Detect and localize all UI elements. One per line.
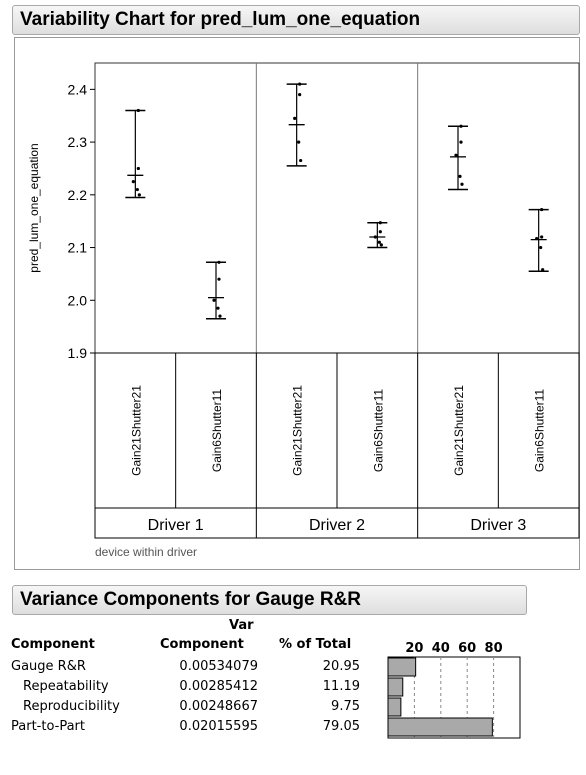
y-tick-label: 2.1 [68, 240, 88, 256]
device-label: Gain6Shutter11 [533, 389, 547, 472]
data-point [535, 236, 539, 241]
row-pct-value: 11.19 [322, 679, 360, 694]
device-label: Gain6Shutter11 [210, 389, 224, 472]
device-label: Gain21Shutter21 [452, 385, 466, 476]
data-point [378, 221, 382, 225]
device-label: Gain21Shutter21 [291, 385, 305, 476]
data-point [137, 193, 141, 197]
bar-axis-tick-label: 80 [485, 641, 503, 656]
data-point [216, 306, 220, 310]
group-label: Driver 2 [309, 517, 365, 534]
data-point [217, 277, 221, 281]
y-tick-label: 1.9 [68, 345, 88, 361]
group-label: Driver 1 [148, 517, 204, 534]
col-header-component: Component [11, 637, 95, 652]
row-var-value: 0.00285412 [179, 679, 258, 694]
data-point [454, 153, 458, 157]
col-header-pct-total: % of Total [279, 637, 352, 652]
data-point [297, 140, 301, 144]
data-point [136, 166, 140, 171]
footer-label: device within driver [95, 545, 197, 559]
variability-chart-panel: 2.4 2.3 2.2 2.1 2.0 1.9 pred_lum_one_equation D… [14, 37, 580, 570]
col-header-var-top: Var [229, 618, 254, 633]
device-label: Gain6Shutter11 [371, 389, 385, 472]
data-point [218, 314, 222, 318]
bar-axis-tick-label: 40 [432, 641, 450, 656]
data-point [459, 140, 463, 144]
data-point [540, 207, 544, 212]
data-point [377, 240, 381, 244]
data-point [378, 230, 382, 234]
pct-bar [387, 697, 402, 717]
row-component-name: Gauge R&R [11, 659, 86, 674]
data-point [541, 268, 545, 272]
variance-components-table: Var Component Component % of Total Gauge… [0, 615, 586, 775]
row-component-name: Repeatability [23, 679, 109, 694]
y-tick-label: 2.0 [68, 292, 88, 308]
plot-frame [94, 62, 580, 354]
data-point [379, 243, 383, 247]
row-var-value: 0.02015595 [179, 719, 258, 734]
data-point [135, 187, 139, 192]
data-point [539, 245, 543, 250]
group-label: Driver 3 [470, 517, 526, 534]
data-point [298, 82, 302, 86]
row-component-name: Part-to-Part [11, 719, 86, 734]
data-point [298, 93, 302, 97]
row-pct-value: 9.75 [331, 699, 360, 714]
data-point [458, 174, 462, 178]
y-tick-label: 2.3 [68, 134, 88, 150]
data-point [293, 116, 297, 120]
col-header-var-component: Component [160, 637, 244, 652]
device-label: Gain21Shutter21 [129, 385, 143, 476]
pct-bar [387, 677, 404, 697]
data-point [299, 158, 303, 163]
row-var-value: 0.00248667 [179, 699, 258, 714]
variability-chart-svg: 2.4 2.3 2.2 2.1 2.0 1.9 pred_lum_one_equation D… [27, 62, 580, 559]
data-point [459, 124, 463, 128]
row-pct-value: 79.05 [322, 719, 360, 734]
variance-components-header[interactable]: Variance Components for Gauge R&R [12, 585, 527, 615]
data-point [540, 235, 544, 239]
data-point [136, 108, 140, 113]
row-var-value: 0.00534079 [179, 659, 258, 674]
data-point [217, 260, 221, 264]
variability-chart-header[interactable]: Variability Chart for pred_lum_one_equat… [12, 5, 580, 35]
data-point [131, 180, 135, 184]
row-pct-value: 20.95 [322, 659, 360, 674]
bar-axis-tick-label: 20 [405, 641, 423, 656]
data-point [460, 182, 464, 186]
pct-bar [387, 717, 493, 737]
data-point [373, 235, 377, 239]
data-point [212, 298, 216, 302]
bar-axis-tick-label: 60 [458, 641, 476, 656]
pct-total-bar-chart: 20 40 60 80 [387, 641, 521, 739]
y-tick-label: 2.4 [68, 81, 88, 97]
row-component-name: Reproducibility [23, 699, 120, 714]
pct-bar [387, 657, 417, 677]
y-axis-label: pred_lum_one_equation [27, 143, 41, 272]
y-tick-label: 2.2 [68, 187, 88, 203]
